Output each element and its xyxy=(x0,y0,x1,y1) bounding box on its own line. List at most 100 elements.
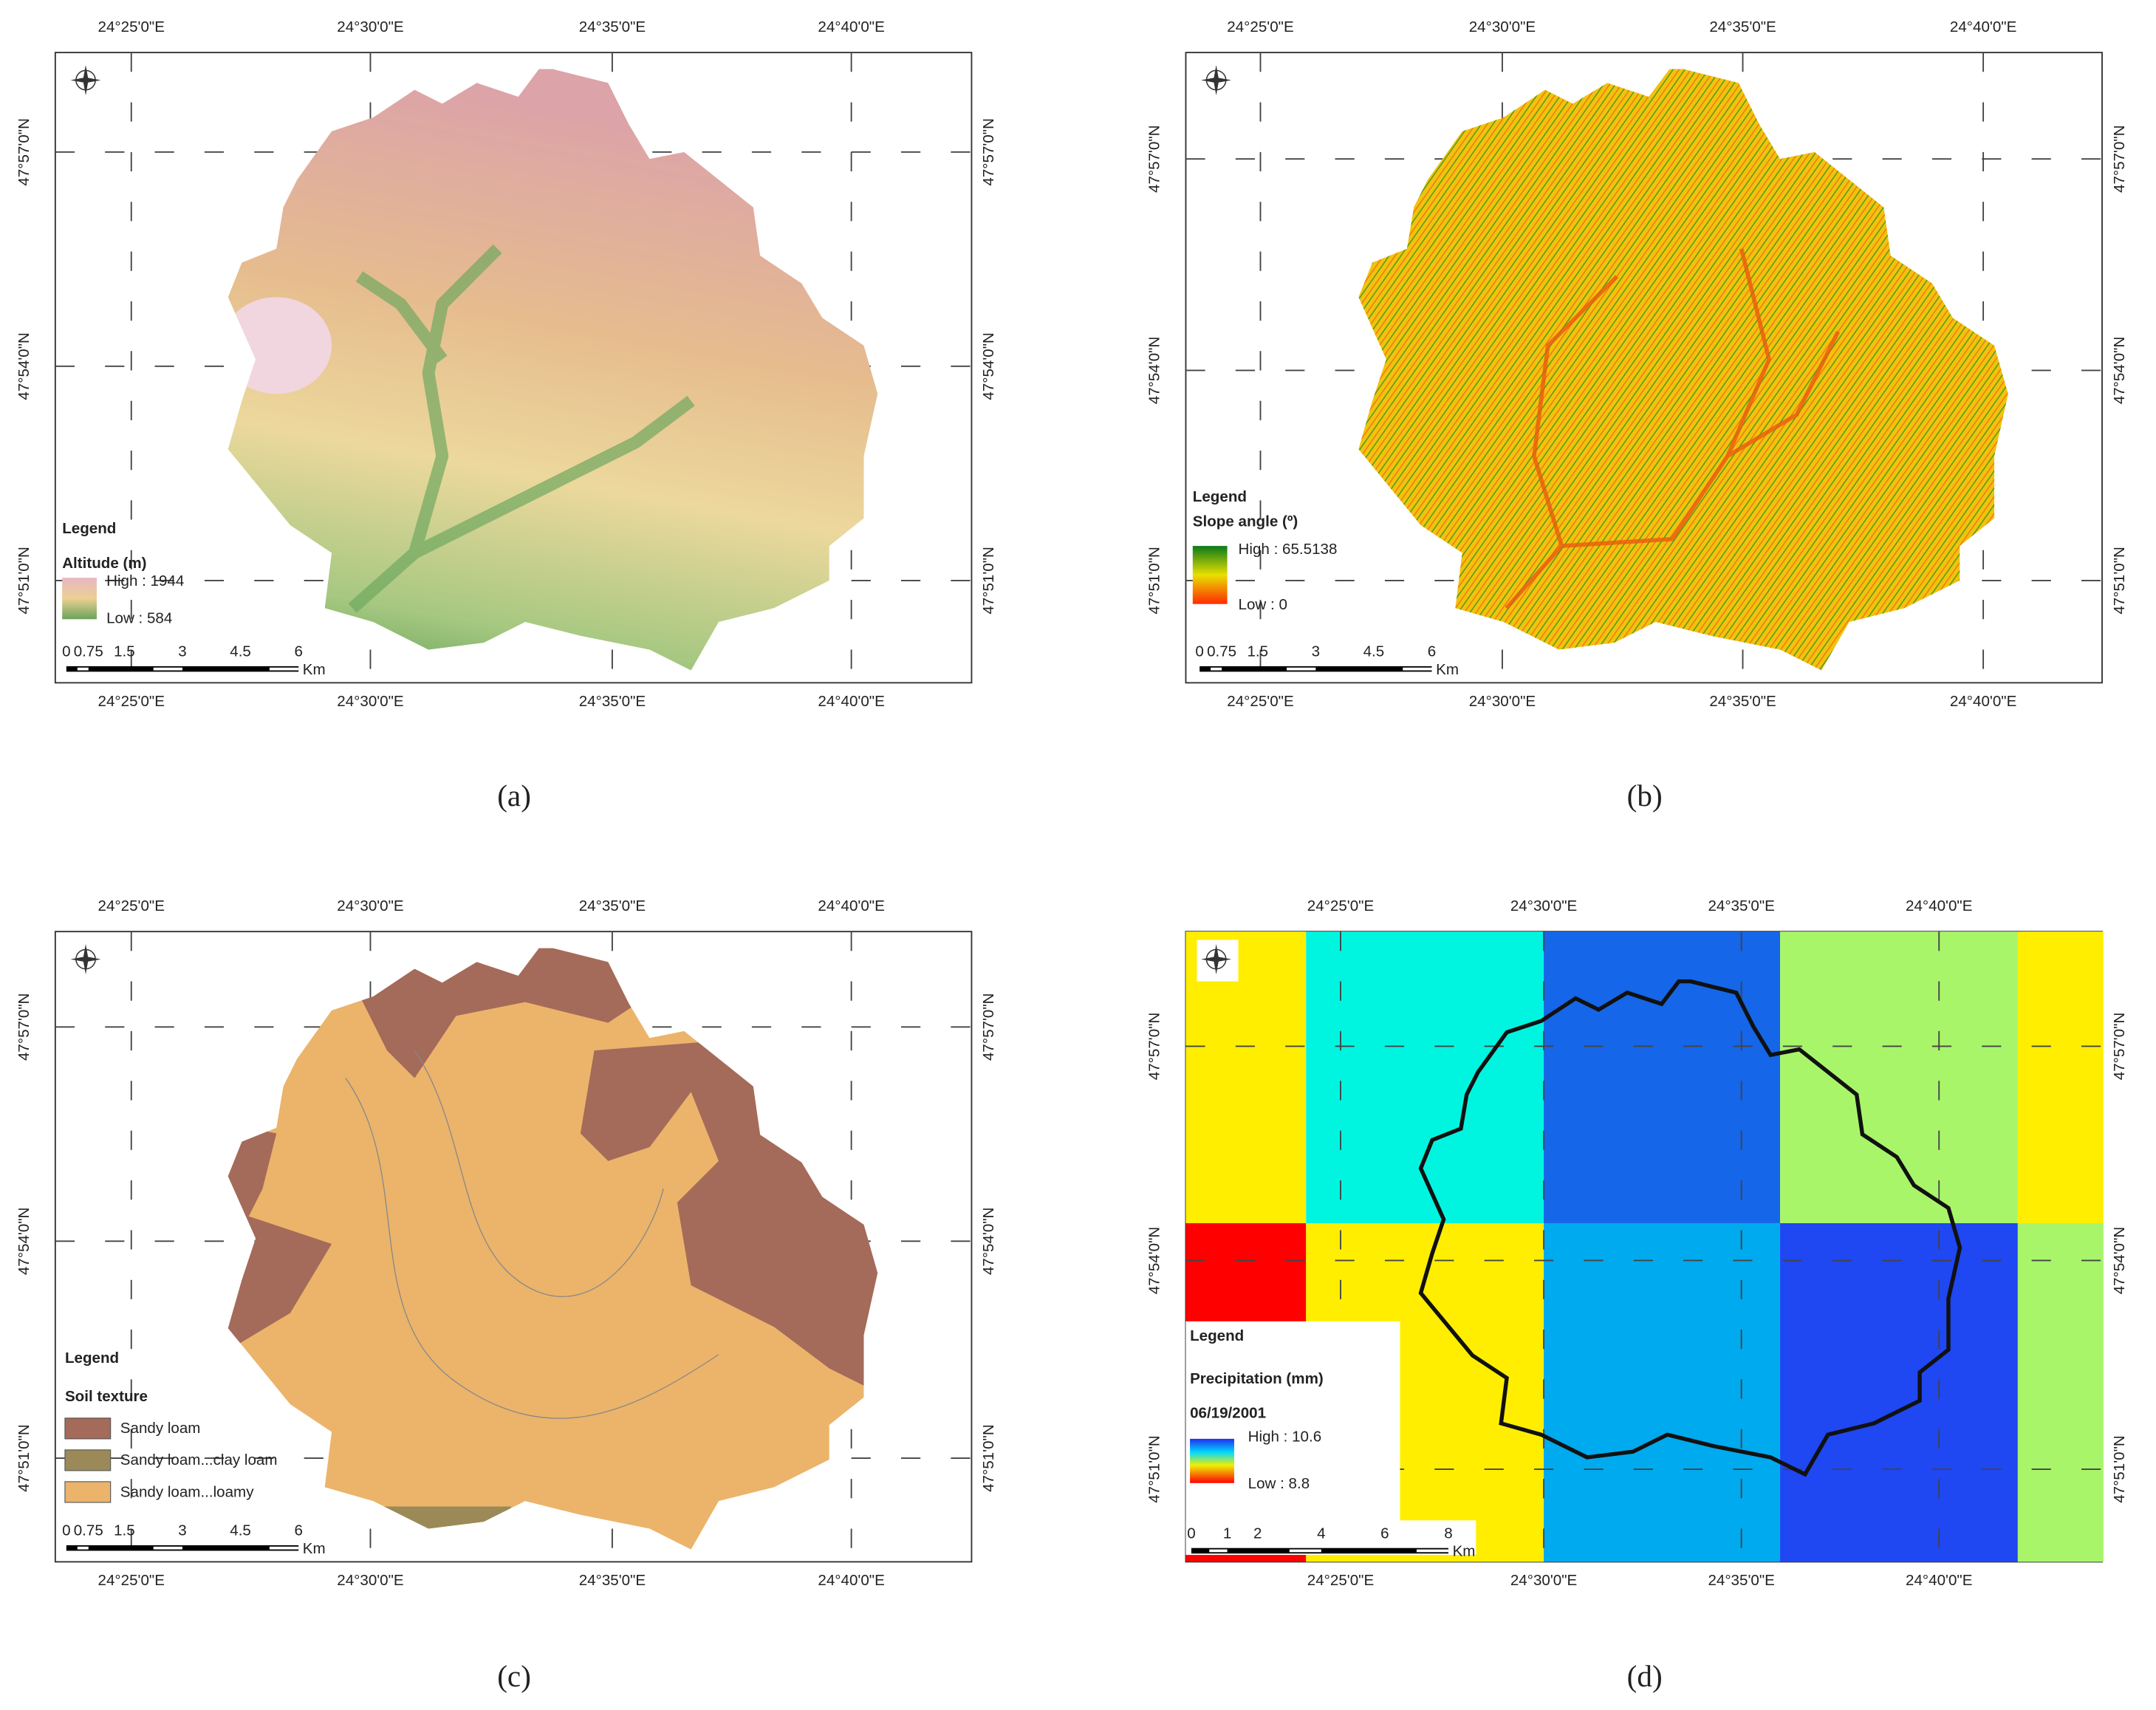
y-tick-label: 47°51'0"N xyxy=(16,547,32,615)
scale-label: 3 xyxy=(178,1522,186,1539)
panel-caption: (c) xyxy=(497,1659,531,1694)
scale-bar-segment xyxy=(1416,1549,1448,1553)
scale-label: 1.5 xyxy=(114,1522,135,1539)
x-tick-label: 24°35'0"E xyxy=(579,1572,646,1589)
y-tick-label: 47°57'0"N xyxy=(2111,1013,2128,1081)
scale-unit: Km xyxy=(303,1540,326,1557)
scale-label: 0.75 xyxy=(74,1522,103,1539)
legend-item: Sandy loam...loamy xyxy=(120,1483,254,1500)
map-panel: 24°25'0"E 24°25'0"E 24°30'0"E 24°30'0"E 24°3… xyxy=(1146,18,2128,813)
scale-label: 4.5 xyxy=(1363,643,1385,660)
scale-bar-segment xyxy=(153,1546,182,1550)
scale-label: 4 xyxy=(1317,1525,1325,1542)
x-tick-label: 24°40'0"E xyxy=(1906,1572,1972,1589)
y-tick-label: 47°51'0"N xyxy=(1146,547,1163,615)
compass xyxy=(70,944,101,975)
grid-cell xyxy=(1544,931,1781,1223)
x-tick-label: 24°35'0"E xyxy=(1708,1572,1774,1589)
legend-subtitle: Slope angle (º) xyxy=(1193,513,1298,530)
scale-label: 0.75 xyxy=(74,643,103,660)
scale-bar-segment xyxy=(1211,667,1222,671)
y-tick-label: 47°54'0"N xyxy=(2111,1227,2128,1295)
x-tick-label: 24°25'0"E xyxy=(1227,693,1293,710)
y-tick-label: 47°51'0"N xyxy=(2111,1435,2128,1503)
watershed xyxy=(1358,69,2008,671)
x-tick-label: 24°30'0"E xyxy=(1510,897,1577,914)
scale-label: 4.5 xyxy=(230,1522,251,1539)
legend-subtitle: Precipitation (mm) xyxy=(1190,1370,1324,1387)
legend-subtitle: Soil texture xyxy=(65,1388,148,1405)
grid-cell xyxy=(1780,931,2018,1223)
y-tick-label: 47°57'0"N xyxy=(1146,1013,1163,1081)
scale-unit: Km xyxy=(1453,1543,1476,1560)
scale-label: 6 xyxy=(294,643,302,660)
y-tick-label: 47°54'0"N xyxy=(16,332,32,400)
scale-label: 3 xyxy=(1312,643,1320,660)
x-tick-label: 24°35'0"E xyxy=(579,693,646,710)
legend-swatch xyxy=(64,1481,112,1503)
compass xyxy=(1201,64,1232,96)
y-tick-label: 47°57'0"N xyxy=(980,118,997,186)
grid-cell xyxy=(1544,1222,1781,1562)
y-tick-label: 47°51'0"N xyxy=(1146,1435,1163,1503)
x-tick-label: 24°25'0"E xyxy=(1227,18,1293,35)
scale-label: 0 xyxy=(62,643,70,660)
scale-label: 6 xyxy=(1380,1525,1389,1542)
legend-ramp xyxy=(1192,546,1228,604)
compass xyxy=(70,64,101,96)
legend-ramp xyxy=(1190,1438,1234,1483)
channels xyxy=(1505,248,1841,610)
scale-bar-segment xyxy=(77,667,89,671)
x-tick-label: 24°40'0"E xyxy=(818,693,884,710)
x-tick-label: 24°40'0"E xyxy=(1906,897,1972,914)
scale-bar-segment xyxy=(1289,1549,1321,1553)
y-tick-label: 47°57'0"N xyxy=(980,993,997,1061)
panel-caption: (b) xyxy=(1627,779,1663,813)
y-tick-label: 47°54'0"N xyxy=(1146,337,1163,405)
legend-high: High : 1944 xyxy=(106,572,184,589)
x-tick-label: 24°30'0"E xyxy=(1510,1572,1577,1589)
x-tick-label: 24°25'0"E xyxy=(98,897,165,914)
scale-label: 8 xyxy=(1444,1525,1452,1542)
grid-cell xyxy=(1780,1222,2018,1562)
legend-title: Legend xyxy=(62,520,116,537)
legend-swatch xyxy=(64,1449,112,1471)
scale-label: 0 xyxy=(1187,1525,1195,1542)
legend-low: Low : 8.8 xyxy=(1248,1475,1310,1492)
map-panel: 24°25'0"E 24°25'0"E 24°30'0"E 24°30'0"E 24°3… xyxy=(1146,897,2128,1694)
x-tick-label: 24°30'0"E xyxy=(337,1572,403,1589)
y-tick-label: 47°57'0"N xyxy=(16,118,32,186)
legend-date: 06/19/2001 xyxy=(1190,1405,1266,1422)
grid-cell xyxy=(2017,1222,2104,1562)
x-tick-label: 24°40'0"E xyxy=(818,897,884,914)
map-panel: 24°25'0"E 24°25'0"E 24°30'0"E 24°30'0"E 24°3… xyxy=(16,18,997,813)
scale-bar-segment xyxy=(153,667,182,671)
scale-unit: Km xyxy=(303,661,326,678)
scale-label: 2 xyxy=(1253,1525,1262,1542)
scale-label: 6 xyxy=(1428,643,1436,660)
y-tick-label: 47°57'0"N xyxy=(2111,125,2128,193)
x-tick-label: 24°40'0"E xyxy=(1950,693,2016,710)
x-tick-label: 24°40'0"E xyxy=(818,18,884,35)
scale-label: 1.5 xyxy=(114,643,135,660)
scale-bar-segment xyxy=(269,1546,299,1550)
panel-caption: (d) xyxy=(1627,1659,1663,1694)
soil-unit xyxy=(227,1119,332,1355)
y-tick-label: 47°54'0"N xyxy=(16,1208,32,1276)
legend-title: Legend xyxy=(65,1350,119,1367)
grid-cell xyxy=(2017,931,2104,1223)
y-tick-label: 47°54'0"N xyxy=(980,1208,997,1276)
x-tick-label: 24°30'0"E xyxy=(337,897,403,914)
y-tick-label: 47°54'0"N xyxy=(1146,1227,1163,1295)
x-tick-label: 24°40'0"E xyxy=(1950,18,2016,35)
y-tick-label: 47°54'0"N xyxy=(2111,337,2128,405)
y-tick-label: 47°54'0"N xyxy=(980,332,997,400)
scale-bar-segment xyxy=(77,1546,89,1550)
x-tick-label: 24°25'0"E xyxy=(98,1572,165,1589)
scale-label: 0 xyxy=(62,1522,70,1539)
y-tick-label: 47°51'0"N xyxy=(16,1424,32,1492)
x-tick-label: 24°35'0"E xyxy=(1708,897,1774,914)
watershed-outline xyxy=(1418,979,1962,1477)
compass xyxy=(1201,944,1232,975)
